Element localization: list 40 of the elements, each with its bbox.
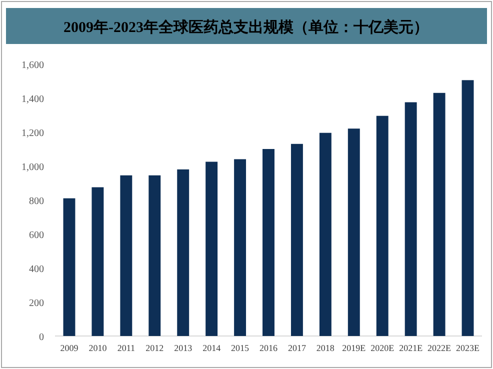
x-tick-label: 2010 [88,343,108,353]
bar [148,175,161,336]
x-tick-label: 2023E [456,343,480,353]
y-tick-label: 400 [29,264,44,275]
bar [120,175,132,336]
y-tick-label: 200 [29,298,44,309]
bar [234,159,246,336]
bar [319,132,332,336]
x-tick-label: 2017 [288,343,306,353]
bar [433,92,446,336]
bar [206,162,218,336]
bar [262,149,274,336]
bar [404,102,417,336]
bar [290,144,303,336]
x-tick-label: 2019E [342,343,366,353]
y-tick-label: 0 [39,332,44,343]
y-tick-label: 1,000 [22,162,44,173]
y-tick-label: 1,600 [22,60,44,71]
x-tick-label: 2012 [146,343,164,353]
x-tick-label: 2013 [174,343,193,353]
chart-title: 2009年-2023年全球医药总支出规模（单位：十亿美元） [64,18,428,36]
x-tick-label: 2018 [316,343,335,353]
bar [348,128,360,336]
bar [92,187,104,336]
y-tick-label: 1,400 [22,94,44,105]
y-tick-label: 600 [29,230,44,241]
bar [376,116,388,336]
x-tick-label: 2009 [60,343,79,353]
bar [177,169,190,336]
bar [63,198,76,336]
x-tick-label: 2022E [428,343,452,353]
y-tick-label: 800 [29,196,44,207]
x-tick-label: 2020E [370,343,395,353]
bar [462,80,474,336]
x-tick-label: 2014 [202,343,222,353]
x-tick-label: 2015 [231,343,250,353]
x-tick-label: 2021E [399,343,424,353]
y-tick-label: 1,200 [22,128,44,139]
x-tick-label: 2016 [260,343,278,353]
x-tick-label: 2011 [117,343,136,353]
